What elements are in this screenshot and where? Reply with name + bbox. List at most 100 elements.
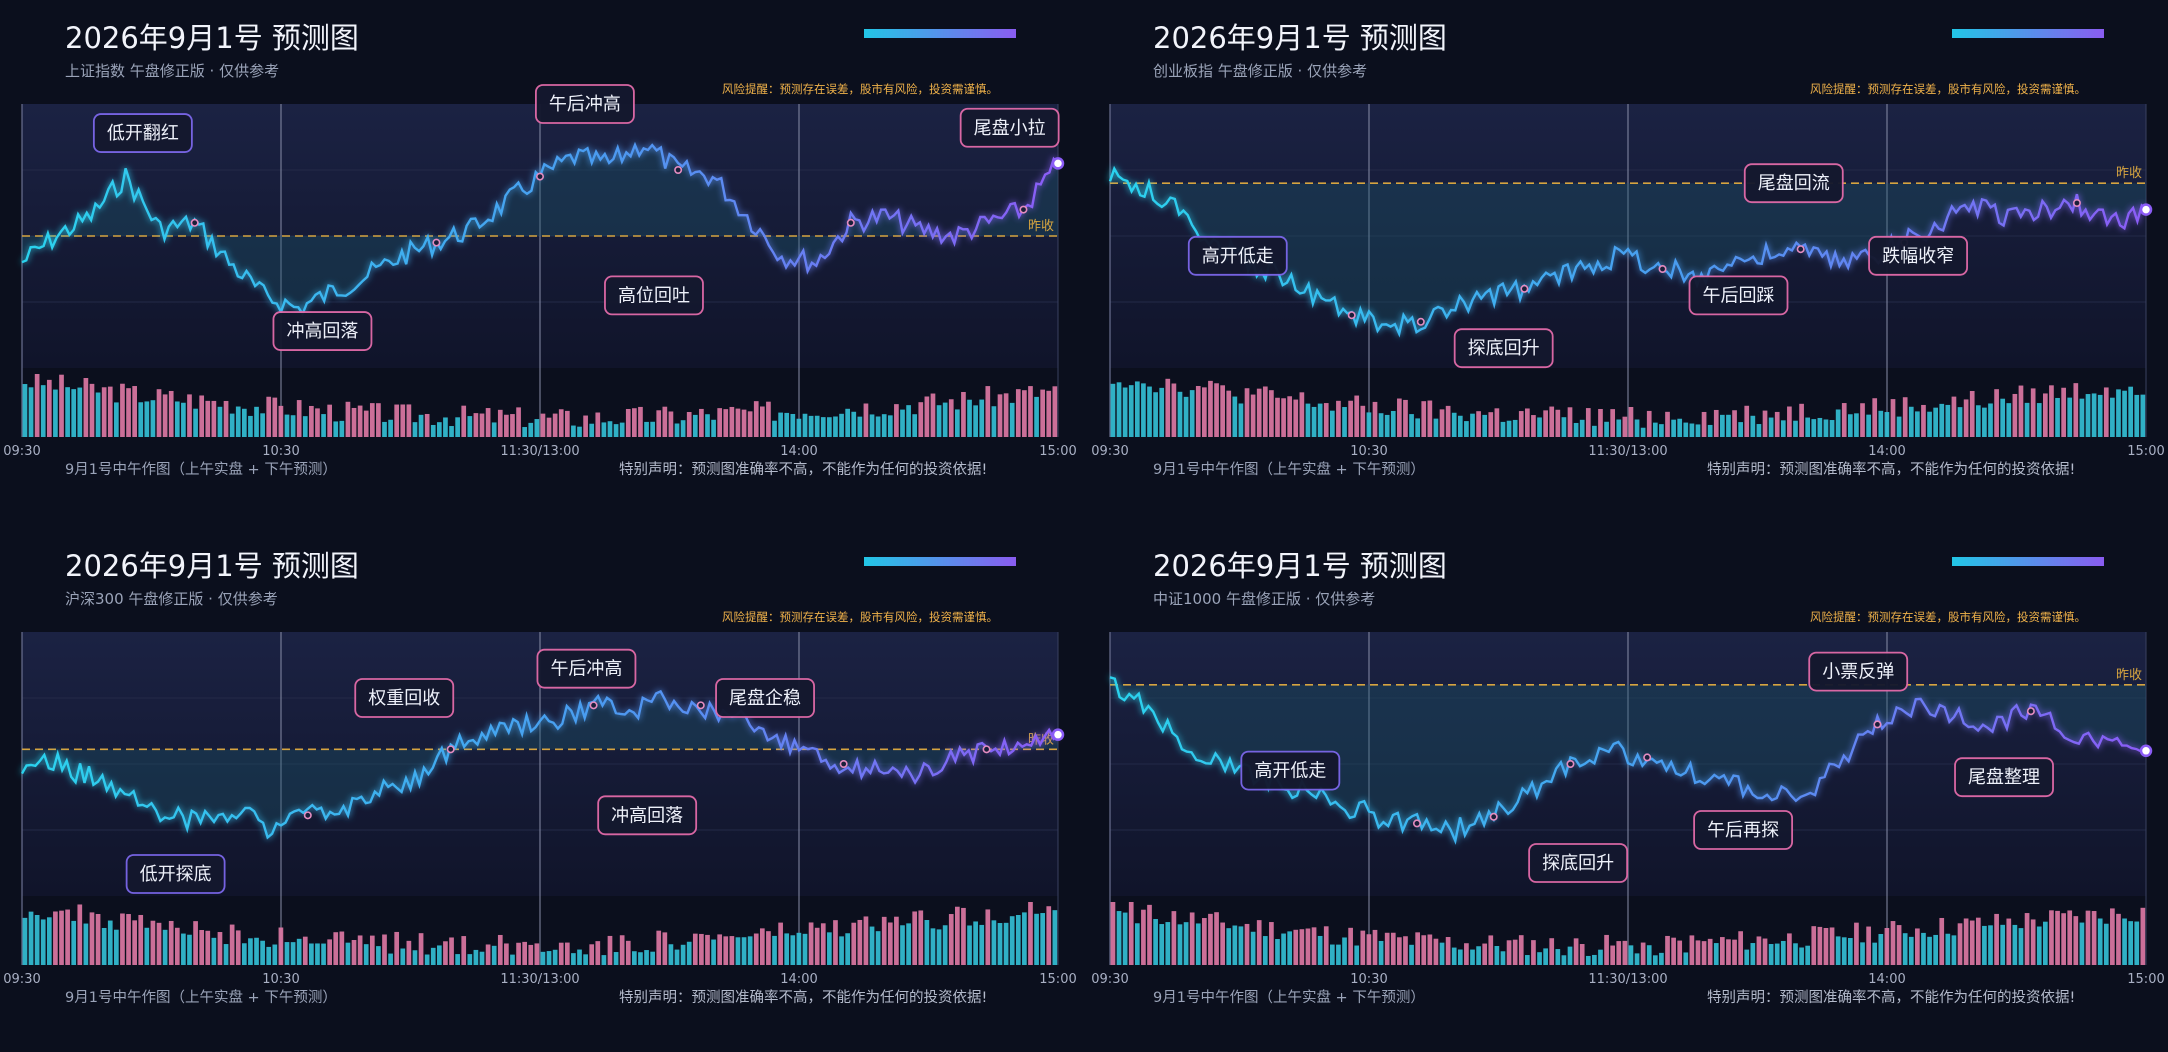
volume-bar bbox=[424, 413, 430, 437]
volume-bar bbox=[973, 921, 978, 965]
volume-bar bbox=[1232, 396, 1238, 437]
volume-bar bbox=[1305, 403, 1311, 437]
volume-bar bbox=[376, 946, 381, 965]
volume-bar bbox=[406, 940, 412, 965]
volume-bar bbox=[1854, 413, 1859, 437]
volume-bar bbox=[83, 923, 89, 965]
volume-bar bbox=[156, 389, 162, 437]
volume-bar bbox=[95, 913, 101, 965]
volume-bar bbox=[1908, 936, 1914, 965]
volume-bar bbox=[1439, 942, 1445, 965]
volume-bar bbox=[1177, 924, 1183, 965]
x-tick-label: 15:00 bbox=[2127, 972, 2164, 987]
volume-bar bbox=[1195, 385, 1201, 437]
volume-bar bbox=[918, 910, 924, 965]
annotation-box bbox=[1743, 163, 1844, 204]
volume-bar bbox=[735, 408, 741, 437]
volume-bar bbox=[1482, 943, 1488, 965]
accent-bar bbox=[864, 29, 1016, 38]
volume-bar bbox=[1488, 412, 1494, 437]
volume-bar bbox=[1445, 937, 1451, 965]
volume-bar bbox=[107, 386, 113, 437]
data-point bbox=[1873, 720, 1882, 729]
annotation: 午后冲高 bbox=[536, 648, 637, 689]
volume-bar bbox=[2018, 385, 2024, 437]
volume-bar bbox=[327, 939, 332, 965]
volume-bar bbox=[430, 947, 436, 965]
volume-bar bbox=[1537, 952, 1542, 965]
volume-bar bbox=[827, 932, 832, 965]
volume-bar bbox=[1762, 410, 1768, 437]
volume-bar bbox=[1902, 933, 1908, 965]
volume-bar bbox=[156, 922, 162, 965]
volume-bar bbox=[906, 405, 911, 437]
volume-bar bbox=[28, 387, 34, 437]
volume-bar bbox=[1896, 925, 1902, 965]
volume-bar bbox=[851, 922, 857, 965]
volume-bar bbox=[504, 414, 509, 437]
volume-bar bbox=[564, 942, 570, 965]
volume-bar bbox=[814, 927, 820, 965]
annotation: 冲高回落 bbox=[272, 311, 373, 351]
annotation-label: 午后回踩 bbox=[1703, 285, 1775, 306]
volume-bar bbox=[650, 421, 655, 437]
volume-bar bbox=[1543, 410, 1548, 437]
volume-bar bbox=[1238, 403, 1244, 437]
volume-bar bbox=[1476, 411, 1481, 437]
volume-bar bbox=[479, 951, 485, 965]
volume-bar bbox=[1046, 906, 1052, 965]
volume-bar bbox=[1329, 410, 1335, 437]
volume-bar bbox=[552, 413, 558, 437]
volume-bar bbox=[2097, 918, 2103, 965]
volume-bar bbox=[138, 914, 144, 965]
volume-bar bbox=[406, 404, 412, 437]
volume-bar bbox=[71, 389, 77, 437]
volume-bar bbox=[1847, 414, 1853, 437]
volume-bar bbox=[254, 937, 259, 965]
data-point bbox=[1416, 317, 1425, 326]
volume-bar bbox=[1713, 943, 1719, 965]
volume-bar bbox=[991, 406, 997, 437]
area-fill bbox=[1110, 168, 2146, 334]
volume-bar bbox=[101, 387, 107, 437]
x-tick-label: 09:30 bbox=[3, 972, 40, 987]
volume-bar bbox=[2049, 910, 2054, 965]
volume-bar bbox=[65, 387, 70, 437]
chart-panel: 2026年9月1号 预测图 上证指数 午盘修正版 · 仅供参考 风险提醒：预测存… bbox=[0, 0, 1084, 524]
volume-bar bbox=[114, 929, 119, 965]
volume-bar bbox=[229, 924, 235, 965]
annotation-label: 午后冲高 bbox=[549, 94, 621, 115]
volume-bar bbox=[1549, 938, 1555, 965]
data-point bbox=[1019, 205, 1028, 214]
volume-bar bbox=[741, 409, 747, 437]
volume-bar bbox=[1202, 387, 1207, 437]
volume-bar bbox=[2043, 393, 2048, 437]
volume-bar bbox=[863, 403, 869, 437]
volume-bar bbox=[1744, 405, 1750, 437]
volume-bar bbox=[656, 930, 662, 965]
volume-bar bbox=[53, 911, 58, 965]
data-point bbox=[303, 811, 312, 820]
volume-bar bbox=[869, 414, 875, 437]
volume-bar bbox=[1256, 920, 1262, 965]
volume-bar bbox=[1982, 925, 1987, 965]
volume-bar bbox=[1494, 945, 1500, 965]
risk-note: 风险提醒：预测存在误差，股市有风险，投资需谨慎。 bbox=[722, 610, 998, 624]
volume-bar bbox=[1470, 413, 1475, 437]
volume-bar bbox=[887, 415, 893, 437]
volume-bar bbox=[1689, 935, 1695, 965]
volume-bar bbox=[2128, 386, 2134, 437]
volume-bar bbox=[1281, 933, 1286, 965]
risk-note: 风险提醒：预测存在误差，股市有风险，投资需谨慎。 bbox=[1810, 82, 2086, 96]
volume-bar bbox=[1750, 943, 1756, 965]
volume-bar bbox=[1317, 403, 1323, 437]
volume-bar bbox=[796, 418, 802, 437]
annotation-box bbox=[125, 854, 226, 894]
volume-bar bbox=[120, 383, 125, 437]
volume-bar bbox=[485, 944, 491, 965]
volume-bar bbox=[369, 403, 375, 437]
volume-bar bbox=[577, 426, 582, 437]
annotation-box bbox=[1528, 843, 1629, 883]
volume-bar bbox=[747, 411, 753, 437]
volume-bar bbox=[388, 953, 393, 965]
